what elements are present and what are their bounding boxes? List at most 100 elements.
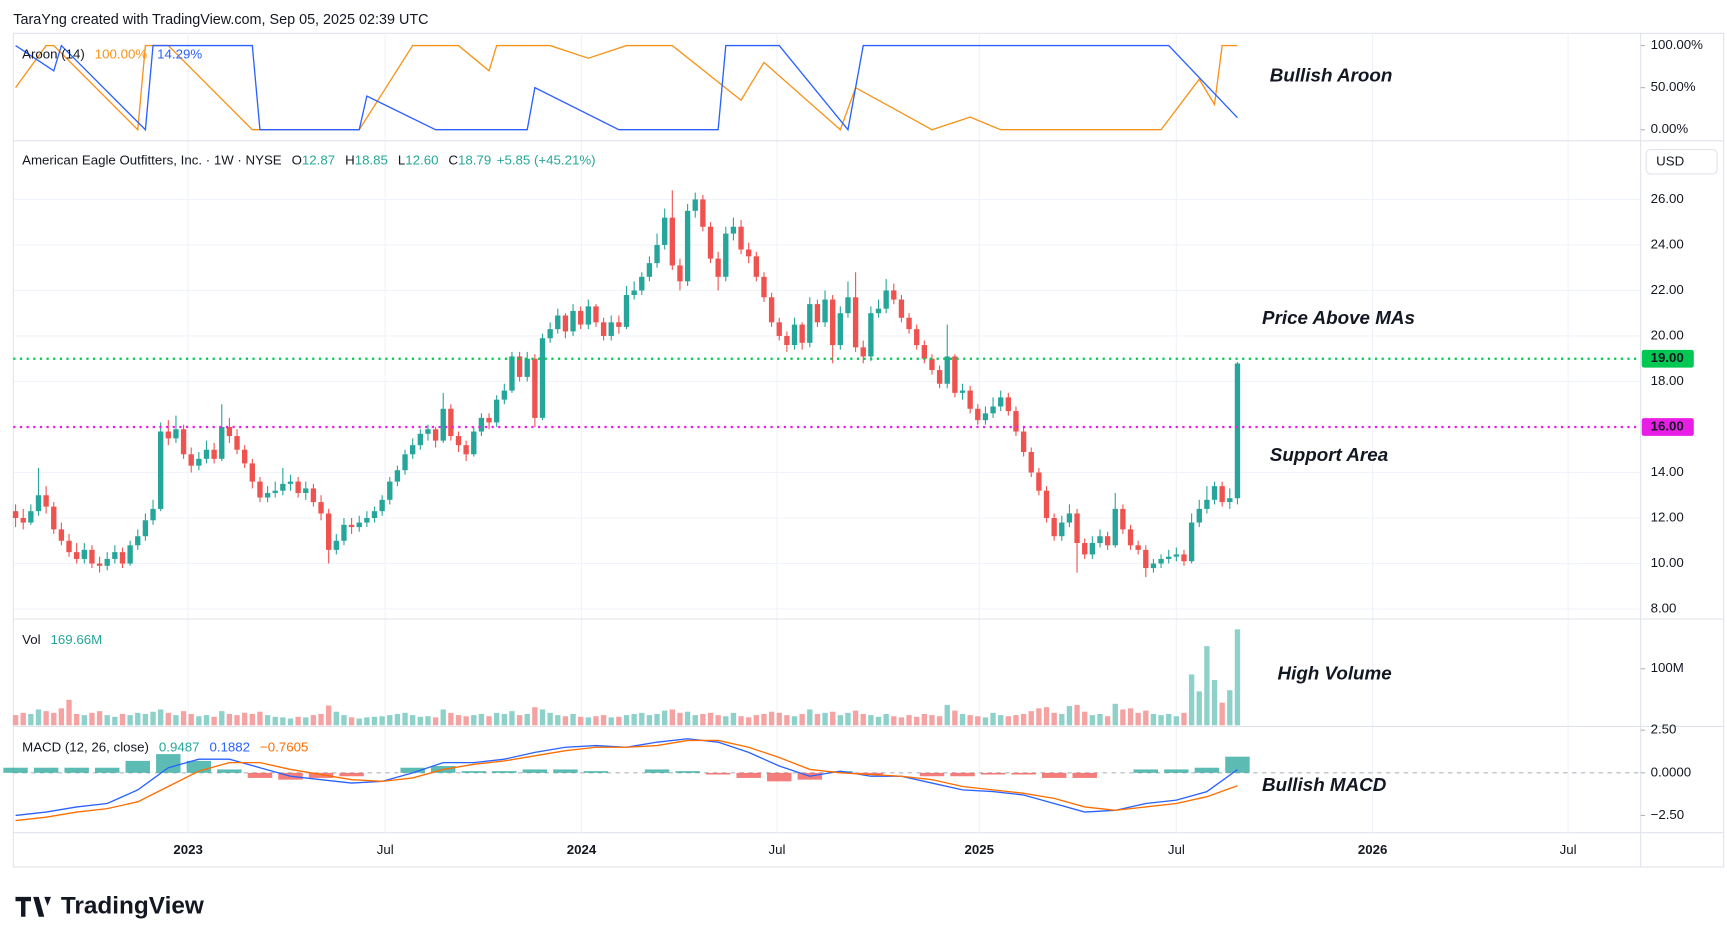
volume-bar bbox=[539, 709, 546, 726]
candle-body bbox=[242, 449, 248, 464]
volume-bar bbox=[608, 717, 614, 726]
volume-bar bbox=[807, 709, 813, 726]
annotation: Bullish Aroon bbox=[1270, 65, 1393, 86]
candle-body bbox=[898, 299, 905, 318]
volume-bar bbox=[898, 717, 905, 726]
candle-body bbox=[1227, 498, 1233, 503]
volume-bar bbox=[1028, 711, 1034, 726]
candle-body bbox=[440, 408, 446, 441]
volume-bar bbox=[578, 716, 584, 726]
y-tick-label: 22.00 bbox=[1651, 282, 1684, 297]
volume-bar bbox=[585, 717, 591, 726]
candle-body bbox=[486, 417, 492, 423]
volume-bar bbox=[952, 710, 958, 726]
volume-bar bbox=[715, 715, 721, 726]
candle-body bbox=[982, 413, 989, 421]
candle-body bbox=[478, 417, 485, 432]
candle-body bbox=[532, 358, 538, 418]
x-tick-label: Jul bbox=[1168, 842, 1185, 857]
candle-body bbox=[807, 304, 813, 343]
volume-bar bbox=[272, 716, 278, 726]
histogram-bar bbox=[217, 769, 242, 773]
candle-body bbox=[562, 315, 569, 332]
candle-body bbox=[112, 552, 118, 559]
candle-body bbox=[852, 297, 859, 348]
level-label-bg bbox=[1641, 349, 1694, 368]
candle-body bbox=[944, 356, 950, 384]
candle-body bbox=[455, 436, 462, 446]
candle-body bbox=[402, 454, 408, 471]
volume-bar bbox=[784, 715, 790, 726]
volume-bar bbox=[845, 712, 851, 726]
volume-bar bbox=[463, 716, 469, 726]
volume-bar bbox=[501, 713, 507, 726]
volume-bar bbox=[1120, 709, 1126, 726]
volume-bar bbox=[1204, 646, 1210, 726]
volume-bar bbox=[998, 715, 1004, 726]
y-tick-label: 26.00 bbox=[1651, 191, 1684, 206]
annotation: Bullish MACD bbox=[1262, 774, 1387, 795]
volume-bar bbox=[1066, 706, 1073, 726]
level-label-bg bbox=[1641, 418, 1694, 436]
volume-bar bbox=[432, 717, 439, 726]
histogram-bar bbox=[980, 772, 1006, 775]
histogram-bar bbox=[156, 754, 181, 773]
candle-body bbox=[219, 426, 225, 459]
volume-bar bbox=[280, 717, 286, 726]
candle-body bbox=[280, 483, 286, 491]
histogram-bar bbox=[767, 772, 792, 782]
candle-body bbox=[593, 306, 599, 323]
volume-bar bbox=[707, 712, 714, 726]
ohlc-value: 18.79 bbox=[458, 152, 491, 167]
volume-bar bbox=[257, 711, 263, 726]
candle-body bbox=[348, 524, 355, 528]
volume-bar bbox=[791, 716, 798, 726]
candle-body bbox=[318, 502, 324, 514]
candle-body bbox=[394, 470, 401, 482]
volume-bar bbox=[104, 715, 110, 726]
volume-bar bbox=[600, 715, 607, 726]
candle-body bbox=[684, 210, 691, 282]
candle-body bbox=[914, 329, 920, 346]
volume-bar bbox=[562, 716, 569, 726]
volume-bar bbox=[448, 712, 454, 726]
candle-body bbox=[234, 436, 240, 450]
volume-bar bbox=[524, 713, 530, 726]
volume-bar bbox=[326, 705, 332, 726]
candle-body bbox=[1158, 558, 1164, 564]
histogram-bar bbox=[1041, 772, 1067, 778]
volume-bar bbox=[631, 713, 637, 726]
candle-body bbox=[692, 199, 698, 211]
candle-body bbox=[768, 297, 775, 323]
legend-value: 100.00% bbox=[95, 46, 148, 61]
volume-bar bbox=[157, 709, 164, 726]
candle-body bbox=[387, 481, 393, 500]
ohlc-label: C bbox=[448, 152, 458, 167]
y-tick-label: 100M bbox=[1651, 660, 1684, 675]
volume-bar bbox=[1089, 715, 1096, 726]
candle-body bbox=[837, 313, 844, 346]
volume-bar bbox=[646, 715, 653, 726]
y-tick-label: 8.00 bbox=[1651, 601, 1677, 616]
volume-bar bbox=[28, 713, 34, 726]
candle-body bbox=[272, 490, 278, 493]
volume-bar bbox=[249, 713, 255, 726]
histogram-bar bbox=[125, 760, 150, 773]
volume-bar bbox=[532, 707, 538, 726]
candle-body bbox=[173, 429, 179, 439]
volume-bar bbox=[1166, 713, 1172, 726]
volume-bar bbox=[852, 710, 859, 726]
volume-bar bbox=[1127, 708, 1134, 726]
volume-bar bbox=[669, 709, 675, 726]
candle-body bbox=[730, 226, 737, 234]
candle-body bbox=[66, 540, 72, 553]
candle-body bbox=[364, 518, 370, 523]
volume-bar bbox=[379, 716, 385, 726]
candle-body bbox=[1196, 508, 1202, 523]
volume-bar bbox=[1051, 712, 1057, 726]
candle-body bbox=[356, 522, 362, 528]
histogram-bar bbox=[247, 772, 273, 778]
candle-body bbox=[96, 563, 103, 566]
legend-title: Vol bbox=[22, 632, 40, 647]
candle-body bbox=[157, 431, 164, 509]
